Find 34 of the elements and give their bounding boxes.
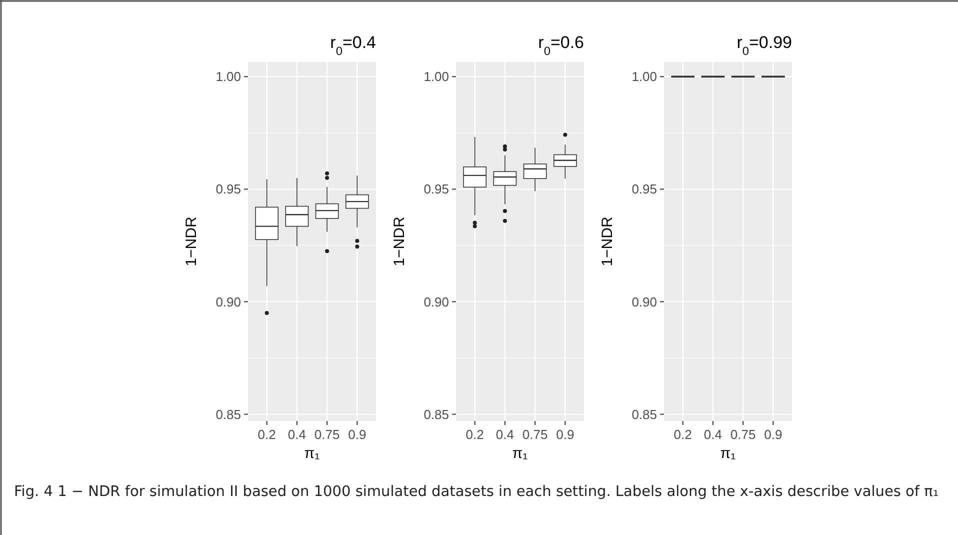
y-axis-title: 1−NDR	[599, 216, 616, 266]
y-tick-label: 0.85	[424, 406, 449, 422]
x-tick-label: 0.9	[556, 427, 574, 442]
chart-title: r$_{0}$=0.4	[330, 33, 376, 58]
caption: Fig. 4 1 − NDR for simulation II based on 1000 simulated datasets in each setting. Labels along the x-axis describe values of π₁	[14, 483, 939, 502]
x-axis-title: π₁	[720, 445, 736, 462]
x-tick-label: 0.9	[348, 427, 366, 442]
y-tick-label: 0.85	[216, 406, 241, 422]
y-axis-title: 1−NDR	[391, 216, 408, 266]
x-tick-label: 0.2	[466, 427, 484, 442]
y-axis-title: 1−NDR	[183, 216, 200, 266]
x-tick-label: 0.2	[258, 427, 276, 442]
y-tick-label: 0.95	[632, 182, 657, 197]
x-tick-label: 0.9	[764, 427, 782, 442]
chart-title: r$_{0}$=0.99	[736, 33, 792, 58]
x-axis-title: π₁	[512, 445, 528, 462]
y-tick-label: 1.00	[424, 69, 449, 84]
y-tick-label: 0.90	[216, 294, 241, 310]
y-tick-label: 0.95	[216, 182, 241, 197]
chart-title: r$_{0}$=0.6	[538, 33, 584, 58]
y-tick-label: 1.00	[216, 69, 241, 84]
x-tick-label: 0.75	[730, 427, 756, 442]
y-tick-label: 1.00	[632, 69, 657, 84]
x-tick-label: 0.75	[522, 427, 548, 442]
y-tick-label: 0.90	[632, 294, 657, 310]
x-tick-label: 0.75	[314, 427, 340, 442]
y-tick-label: 0.95	[424, 182, 449, 197]
x-tick-label: 0.4	[704, 427, 722, 442]
x-tick-label: 0.2	[674, 427, 692, 442]
x-tick-label: 0.4	[496, 427, 514, 442]
y-tick-label: 0.85	[632, 406, 657, 422]
y-tick-label: 0.90	[424, 294, 449, 310]
x-axis-title: π₁	[304, 445, 320, 462]
x-tick-label: 0.4	[288, 427, 306, 442]
